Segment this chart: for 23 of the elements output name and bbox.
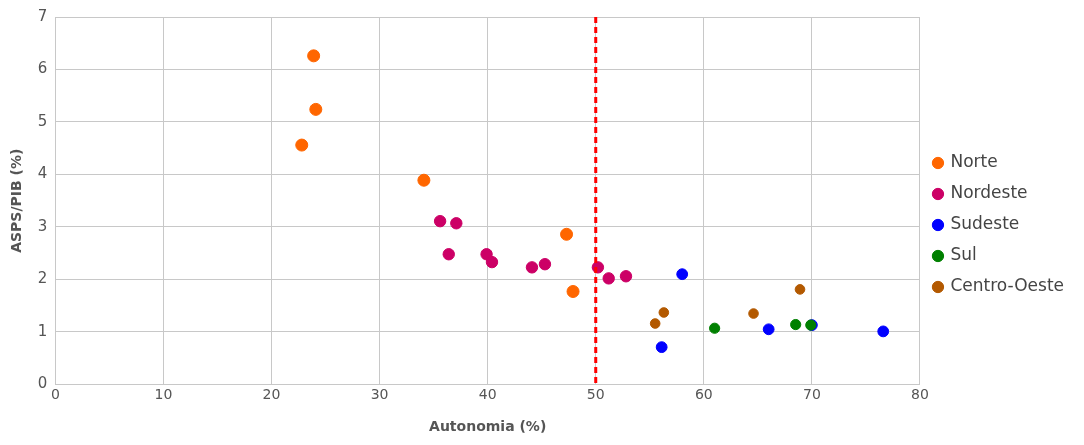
y-tick-label: 6 <box>37 59 48 78</box>
y-tick-label: 5 <box>37 111 48 130</box>
legend-label: Sudeste <box>950 213 1020 234</box>
x-tick-label: 70 <box>802 386 821 403</box>
x-tick-label: 30 <box>370 386 389 403</box>
y-tick-label: 2 <box>37 269 48 288</box>
x-tick-label: 60 <box>694 386 713 403</box>
x-tick-label: 80 <box>911 386 929 403</box>
y-tick-label: 1 <box>37 321 48 340</box>
y-tick-label: 3 <box>37 216 48 235</box>
y-tick-label: 7 <box>37 6 48 25</box>
legend-label: Centro-Oeste <box>950 275 1064 296</box>
y-tick-label: 4 <box>37 164 48 183</box>
legend-label: Nordeste <box>950 182 1028 203</box>
legend-label: Norte <box>950 151 998 172</box>
x-tick-label: 20 <box>262 386 281 403</box>
y-axis-title: ASPS/PIB (%) <box>8 148 25 253</box>
x-tick-label: 0 <box>50 386 60 403</box>
x-axis-title: Autonomia (%) <box>429 418 547 435</box>
x-tick-label: 10 <box>154 386 173 403</box>
x-tick-label: 50 <box>586 386 605 403</box>
x-tick-label: 40 <box>478 386 497 403</box>
legend-label: Sul <box>950 244 977 265</box>
